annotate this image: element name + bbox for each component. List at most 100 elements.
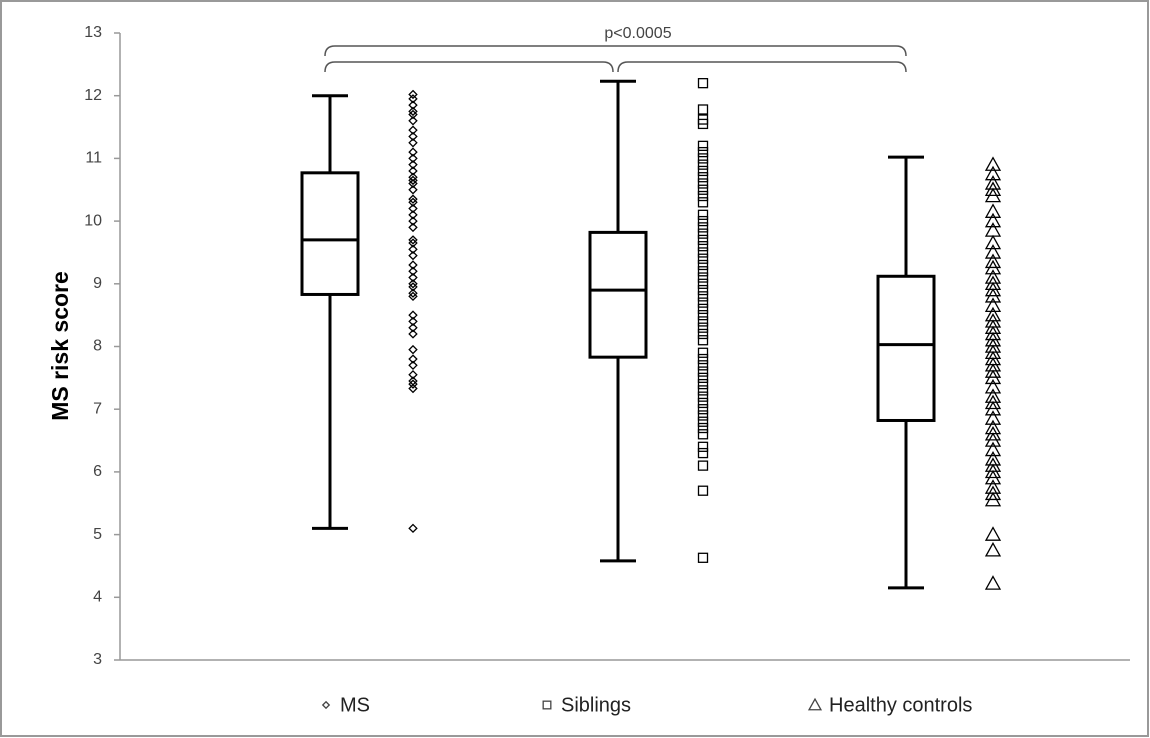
data-point bbox=[408, 94, 418, 104]
data-point bbox=[697, 485, 709, 496]
data-point bbox=[697, 291, 709, 302]
data-point bbox=[984, 541, 1002, 557]
data-point bbox=[697, 397, 709, 409]
data-point bbox=[984, 259, 1002, 275]
data-point bbox=[984, 281, 1002, 297]
data-point bbox=[697, 159, 709, 170]
data-point bbox=[697, 366, 709, 377]
data-point bbox=[697, 416, 709, 427]
data-point bbox=[408, 147, 418, 157]
box bbox=[300, 171, 360, 296]
data-point bbox=[408, 138, 418, 148]
data-point bbox=[408, 131, 418, 142]
data-point bbox=[697, 447, 709, 459]
data-point bbox=[697, 104, 709, 115]
data-point bbox=[408, 210, 418, 220]
data-point bbox=[408, 235, 418, 245]
box bbox=[588, 230, 648, 359]
legend-symbol bbox=[807, 697, 823, 711]
data-point bbox=[697, 410, 709, 421]
legend-symbol bbox=[321, 700, 331, 710]
y-tick-label: 13 bbox=[84, 24, 102, 41]
data-point bbox=[984, 491, 1002, 507]
data-point bbox=[984, 288, 1002, 303]
data-point bbox=[697, 272, 709, 283]
data-point bbox=[408, 166, 418, 176]
data-point bbox=[697, 222, 709, 233]
significance-bracket bbox=[324, 61, 614, 73]
data-point bbox=[408, 291, 418, 302]
data-point bbox=[697, 422, 709, 434]
data-point bbox=[697, 78, 709, 89]
y-tick-label: 6 bbox=[93, 463, 102, 480]
data-point bbox=[984, 394, 1002, 410]
data-point bbox=[408, 272, 418, 283]
data-point bbox=[697, 284, 709, 296]
data-point bbox=[697, 378, 709, 390]
data-point bbox=[984, 410, 1002, 425]
y-axis-label: MS risk score bbox=[47, 271, 73, 421]
data-point bbox=[697, 297, 709, 308]
data-point bbox=[984, 165, 1002, 181]
data-point bbox=[408, 288, 418, 298]
data-point bbox=[697, 241, 709, 252]
data-point bbox=[697, 209, 709, 220]
data-point bbox=[408, 106, 418, 117]
y-tick-label: 10 bbox=[84, 212, 102, 229]
data-point bbox=[697, 328, 709, 340]
box bbox=[876, 274, 936, 422]
data-point bbox=[408, 250, 418, 261]
data-point bbox=[408, 260, 418, 270]
data-point bbox=[408, 109, 418, 120]
significance-bracket bbox=[324, 45, 907, 57]
data-point bbox=[984, 432, 1002, 447]
data-point bbox=[984, 485, 1002, 501]
data-point bbox=[408, 116, 418, 126]
data-point bbox=[697, 253, 709, 264]
data-point bbox=[697, 360, 709, 371]
data-point bbox=[984, 425, 1002, 441]
data-point bbox=[697, 278, 709, 289]
data-point bbox=[408, 100, 418, 110]
data-point bbox=[984, 575, 1002, 590]
data-point bbox=[697, 353, 709, 365]
data-point bbox=[408, 238, 418, 248]
data-point bbox=[408, 329, 418, 339]
data-point bbox=[408, 222, 418, 233]
y-tick-label: 5 bbox=[93, 526, 102, 543]
data-point bbox=[408, 316, 418, 327]
data-point bbox=[408, 125, 418, 135]
data-point bbox=[408, 322, 418, 333]
data-point bbox=[984, 234, 1002, 250]
data-point bbox=[408, 282, 418, 292]
data-point bbox=[408, 89, 418, 100]
data-point bbox=[408, 175, 418, 186]
data-point bbox=[408, 379, 418, 389]
y-tick-label: 7 bbox=[93, 400, 102, 417]
data-point bbox=[984, 400, 1002, 416]
data-point bbox=[697, 372, 709, 384]
y-tick-label: 8 bbox=[93, 338, 102, 355]
data-point bbox=[408, 344, 418, 355]
data-point bbox=[697, 441, 709, 452]
data-point bbox=[697, 347, 709, 358]
data-point bbox=[697, 266, 709, 277]
data-point bbox=[984, 526, 1002, 541]
data-point bbox=[984, 212, 1002, 228]
data-point bbox=[697, 429, 709, 440]
data-point bbox=[408, 197, 418, 208]
data-point bbox=[984, 187, 1002, 203]
data-point bbox=[697, 259, 709, 271]
data-point bbox=[408, 194, 418, 204]
data-point bbox=[408, 279, 418, 289]
data-point bbox=[984, 181, 1002, 196]
data-point bbox=[697, 215, 709, 227]
y-tick-label: 9 bbox=[93, 275, 102, 292]
data-point bbox=[408, 244, 418, 255]
legend-symbol bbox=[542, 700, 552, 710]
data-point bbox=[408, 310, 418, 320]
data-point bbox=[408, 178, 418, 189]
